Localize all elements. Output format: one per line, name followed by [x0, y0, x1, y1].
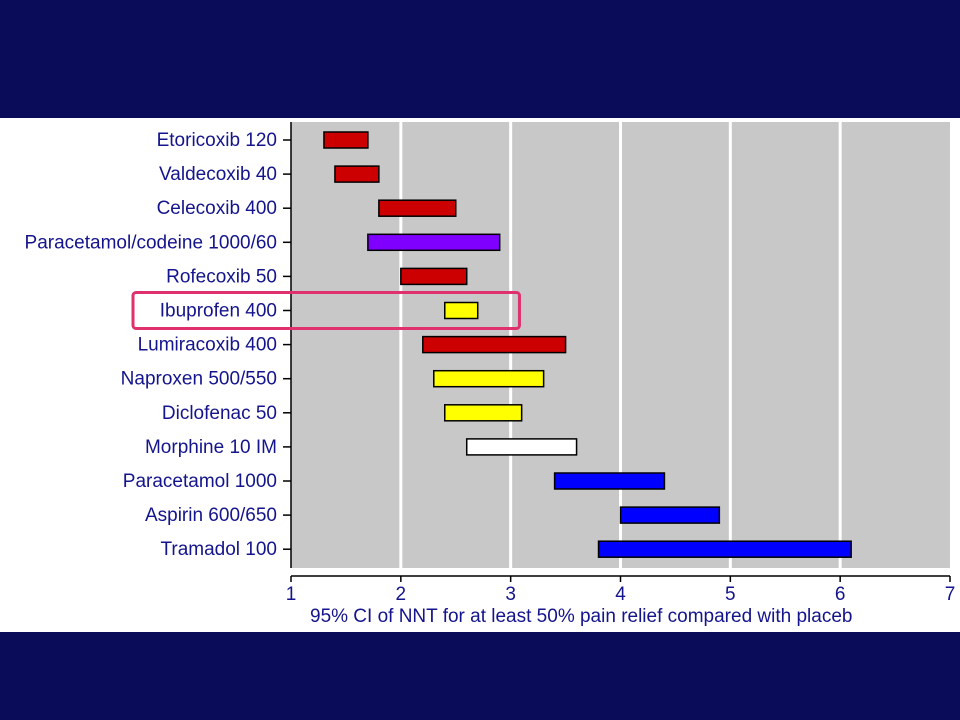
x-axis-title: 95% CI of NNT for at least 50% pain reli… [310, 606, 852, 627]
range-bar [444, 301, 479, 320]
range-bar [323, 131, 369, 149]
category-label: Tramadol 100 [160, 539, 277, 560]
x-axis: 1 2 3 4 5 6 7 [283, 122, 955, 605]
x-tick-label: 3 [505, 584, 516, 605]
category-label: Morphine 10 IM [145, 437, 277, 458]
x-tick-label: 7 [945, 584, 956, 605]
bottom-band [0, 632, 960, 720]
top-title-band [0, 0, 960, 118]
range-bar [465, 438, 578, 456]
range-bar [400, 267, 468, 286]
x-tick-label: 5 [725, 584, 736, 605]
x-tick-label: 6 [835, 584, 846, 605]
range-bar [444, 404, 523, 422]
range-bar [422, 335, 567, 354]
x-tick-label: 4 [615, 584, 626, 605]
category-label: Ibuprofen 400 [160, 301, 277, 322]
range-bar [619, 506, 721, 524]
category-label: Lumiracoxib 400 [138, 335, 277, 356]
range-bar [367, 233, 501, 252]
category-label: Paracetamol 1000 [123, 471, 277, 492]
range-bar [553, 472, 666, 490]
range-bar [334, 165, 380, 183]
range-bar [433, 369, 545, 388]
category-label: Etoricoxib 120 [157, 130, 277, 151]
category-label: Diclofenac 50 [162, 403, 277, 424]
category-labels: Etoricoxib 120 Valdecoxib 40 Celecoxib 400… [25, 130, 277, 560]
highlight-box [131, 291, 521, 330]
category-label: Naproxen 500/550 [121, 369, 277, 390]
range-bar [378, 199, 457, 217]
category-label: Paracetamol/codeine 1000/60 [25, 232, 277, 253]
range-bars [323, 131, 852, 558]
category-label: Valdecoxib 40 [159, 164, 277, 185]
range-bar [597, 540, 852, 558]
category-label: Celecoxib 400 [157, 198, 277, 219]
category-label: Aspirin 600/650 [145, 505, 277, 526]
category-label: Rofecoxib 50 [166, 266, 277, 287]
x-tick-label: 2 [396, 584, 407, 605]
x-tick-label: 1 [286, 584, 297, 605]
